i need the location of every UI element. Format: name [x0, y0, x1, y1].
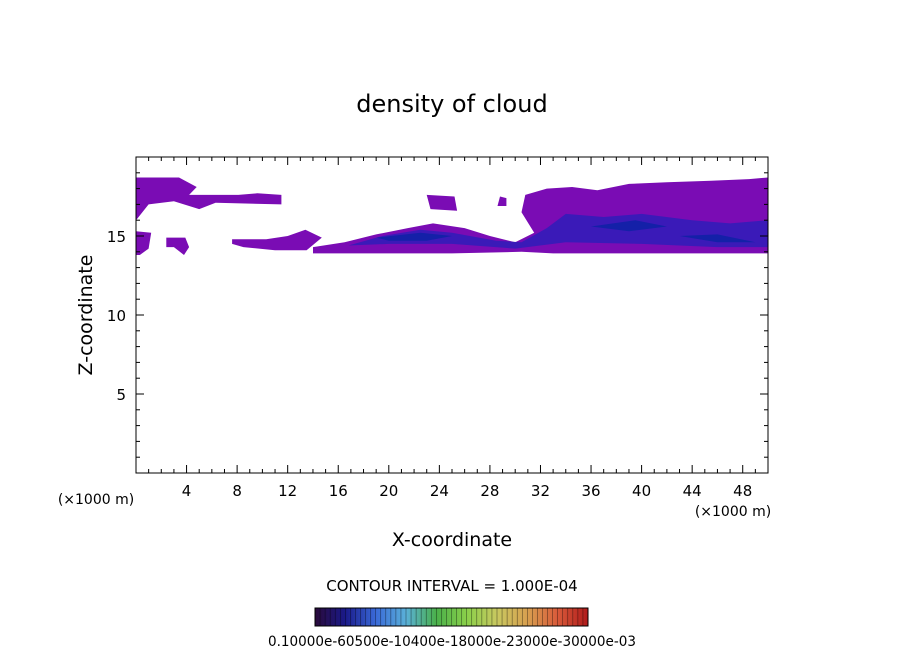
- x-tick-label: 16: [329, 482, 348, 500]
- x-tick-label: 8: [232, 482, 242, 500]
- x-tick-label: 40: [632, 482, 651, 500]
- y-tick-label: 10: [107, 307, 126, 325]
- x-tick-label: 48: [733, 482, 752, 500]
- x-tick-label: 24: [430, 482, 449, 500]
- density-region-outer: [232, 229, 322, 251]
- density-region-outer: [136, 177, 282, 221]
- y-tick-label: 5: [116, 386, 126, 404]
- density-region-core: [591, 220, 667, 232]
- x-unit-label-right: (×1000 m): [695, 504, 771, 520]
- colorbar-labels: 0.10000e-60500e-10400e-18000e-23000e-300…: [268, 634, 636, 650]
- density-region-outer: [166, 237, 190, 255]
- x-tick-label: 36: [581, 482, 600, 500]
- x-tick-label: 4: [182, 482, 192, 500]
- x-tick-label: 12: [278, 482, 297, 500]
- contour-interval-text: CONTOUR INTERVAL = 1.000E-04: [326, 577, 577, 595]
- density-region-outer: [426, 194, 458, 211]
- density-region-core: [679, 234, 756, 243]
- x-tick-label: 32: [531, 482, 550, 500]
- density-region-mid: [348, 213, 768, 249]
- density-region-outer: [136, 231, 152, 255]
- chart-title: density of cloud: [356, 90, 547, 118]
- axis-ticks: [136, 157, 768, 473]
- x-tick-label: 20: [379, 482, 398, 500]
- density-region-core: [376, 232, 452, 241]
- x-unit-label-left: (×1000 m): [58, 492, 134, 508]
- cloud-density-fill: [136, 177, 768, 255]
- x-tick-label: 44: [683, 482, 702, 500]
- x-axis-label: X-coordinate: [392, 529, 512, 551]
- x-tick-label: 28: [480, 482, 499, 500]
- density-region-outer: [497, 196, 507, 206]
- colorbar-stripes: [314, 608, 589, 626]
- y-axis-label: Z-coordinate: [75, 255, 97, 376]
- y-tick-label: 15: [107, 228, 126, 246]
